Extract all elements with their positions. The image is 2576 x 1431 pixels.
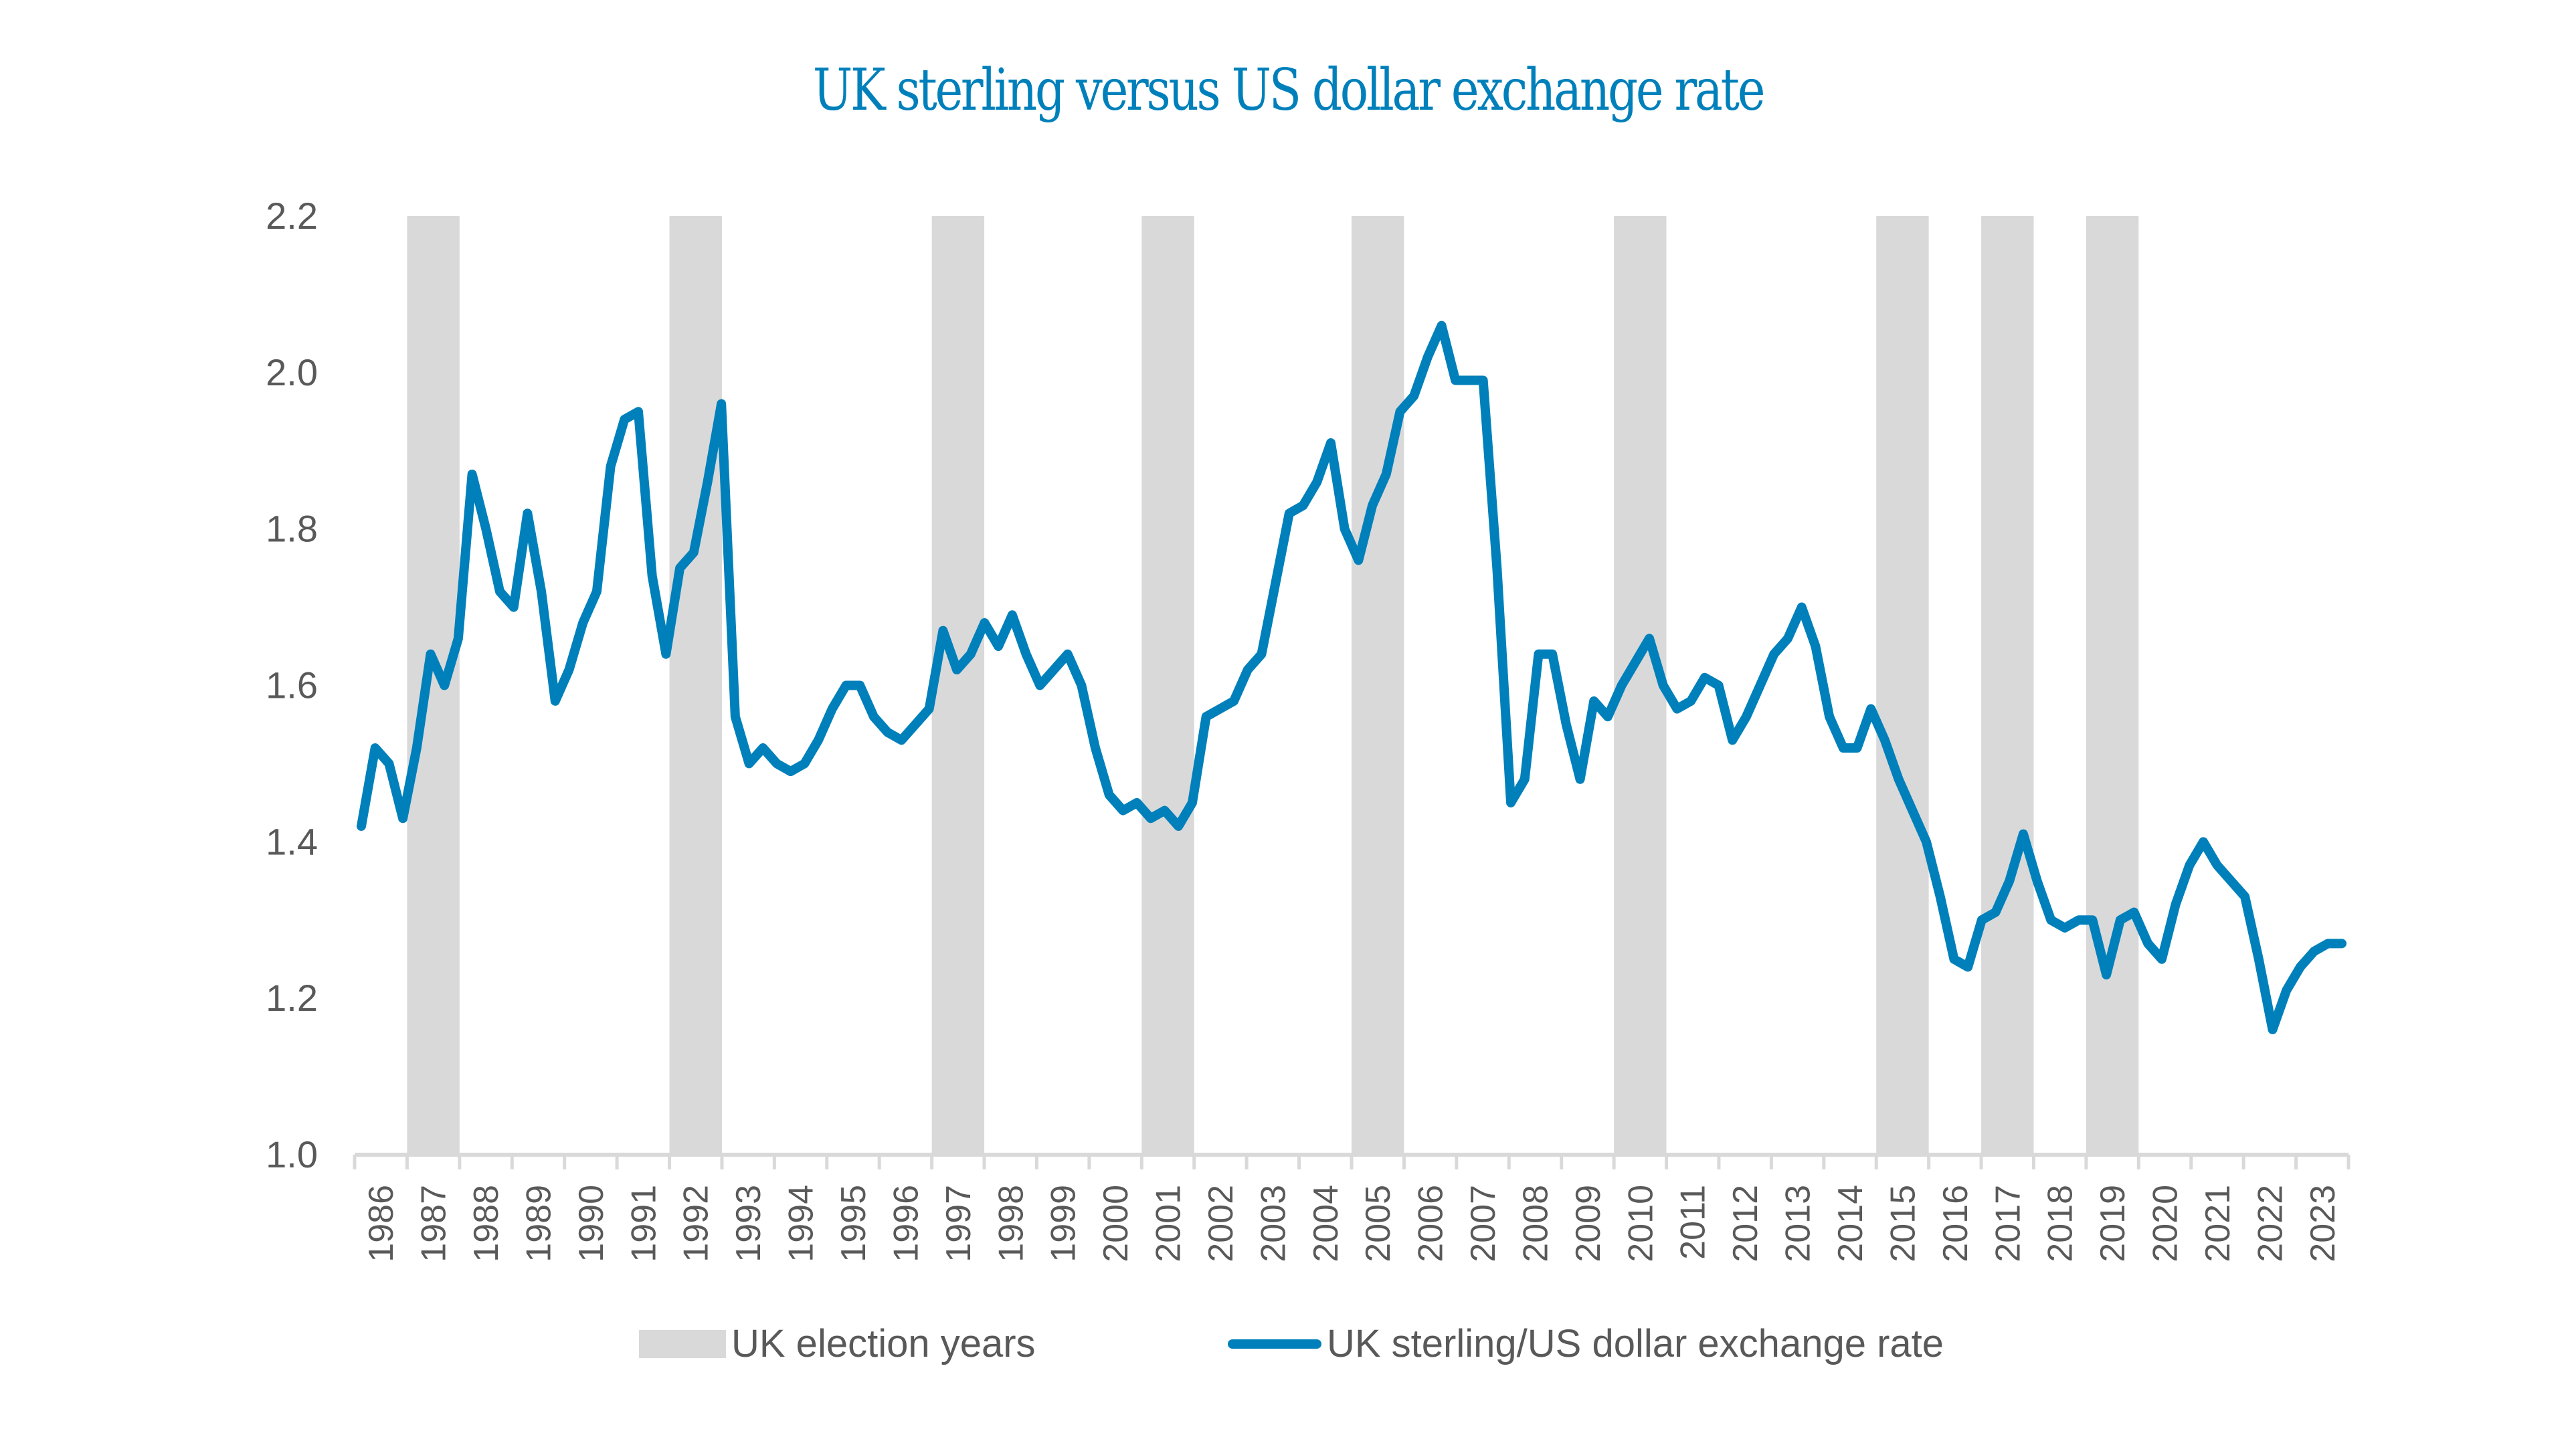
y-tick-label: 2.0 <box>266 351 318 393</box>
election-band-2001 <box>1141 216 1194 1155</box>
x-tick-label: 2010 <box>1621 1185 1660 1262</box>
x-tick-label: 2011 <box>1674 1185 1713 1260</box>
y-tick-label: 1.8 <box>266 508 318 550</box>
x-tick-label: 2009 <box>1569 1185 1608 1262</box>
x-tick-label: 1996 <box>887 1185 925 1262</box>
election-bands <box>407 216 2139 1155</box>
x-tick-label: 1986 <box>362 1185 401 1262</box>
x-tick-label: 2021 <box>2199 1185 2237 1262</box>
x-tick-label: 2012 <box>1726 1185 1765 1262</box>
y-tick-label: 1.0 <box>266 1133 318 1175</box>
x-tick-label: 2006 <box>1412 1185 1451 1262</box>
x-tick-label: 1992 <box>677 1185 716 1262</box>
x-tick-label: 2000 <box>1097 1185 1135 1262</box>
x-tick-label: 2002 <box>1202 1185 1240 1262</box>
election-band-1987 <box>407 216 460 1155</box>
election-band-2017 <box>1981 216 2034 1155</box>
x-tick-label: 2003 <box>1254 1185 1293 1262</box>
x-axis: 1986 1987 1988 1989 1990 1991 1992 1993 1994 1995… <box>353 1153 2351 1262</box>
legend-label-election-years: UK election years <box>731 1322 1036 1365</box>
y-tick-label: 1.6 <box>266 664 318 706</box>
x-tick-label: 2016 <box>1936 1185 1975 1262</box>
election-band-1992 <box>669 216 722 1155</box>
series-line-exchange-rate <box>357 320 2347 1034</box>
x-tick-label: 2018 <box>2041 1185 2080 1262</box>
legend-label-exchange-rate: UK sterling/US dollar exchange rate <box>1327 1322 1944 1365</box>
x-tick-label: 2022 <box>2251 1185 2290 1262</box>
x-tick-label: 2013 <box>1779 1185 1818 1262</box>
x-tick-label: 2004 <box>1307 1185 1346 1262</box>
x-tick-label: 1997 <box>939 1185 978 1262</box>
y-tick-label: 2.2 <box>266 195 318 237</box>
x-tick-label: 1988 <box>467 1185 506 1262</box>
x-tick-label: 1998 <box>992 1185 1030 1262</box>
x-tick-label: 2007 <box>1464 1185 1503 1262</box>
x-tick-label: 1994 <box>782 1185 821 1262</box>
x-tick-label: 2020 <box>2146 1185 2185 1262</box>
x-tick-label: 2005 <box>1359 1185 1398 1262</box>
x-tick-label: 1995 <box>834 1185 873 1262</box>
y-tick-label: 1.4 <box>266 820 318 862</box>
y-tick-label: 1.2 <box>266 977 318 1019</box>
chart-title: UK sterling versus US dollar exchange ra… <box>812 57 1766 124</box>
election-band-2019 <box>2086 216 2139 1155</box>
x-tick-label: 2008 <box>1516 1185 1555 1262</box>
x-tick-label: 1993 <box>729 1185 768 1262</box>
legend-item-election-years: UK election years <box>639 1321 1036 1366</box>
x-tick-label: 1987 <box>415 1185 454 1262</box>
x-tick-label: 2001 <box>1149 1185 1188 1262</box>
x-tick-label: 2023 <box>2304 1185 2342 1262</box>
legend-swatch-election-years <box>639 1329 726 1358</box>
x-tick-label: 1990 <box>572 1185 611 1262</box>
x-tick-label: 2017 <box>1989 1185 2027 1262</box>
election-band-2005 <box>1352 216 1404 1155</box>
y-axis: 1.0 1.2 1.4 1.6 1.8 2.0 2.2 <box>266 195 318 1175</box>
series-layer <box>357 320 2347 1034</box>
x-tick-label: 2014 <box>1831 1185 1870 1262</box>
legend-swatch-exchange-rate <box>1228 1339 1321 1349</box>
x-tick-label: 1999 <box>1044 1185 1083 1262</box>
election-band-1997 <box>931 216 985 1155</box>
election-band-2015 <box>1876 216 1929 1155</box>
x-tick-label: 1989 <box>519 1185 558 1262</box>
x-tick-label: 1991 <box>624 1185 663 1262</box>
x-tick-label: 2019 <box>2094 1185 2132 1262</box>
legend-item-exchange-rate: UK sterling/US dollar exchange rate <box>1228 1321 1944 1366</box>
x-tick-label: 2015 <box>1883 1185 1922 1262</box>
